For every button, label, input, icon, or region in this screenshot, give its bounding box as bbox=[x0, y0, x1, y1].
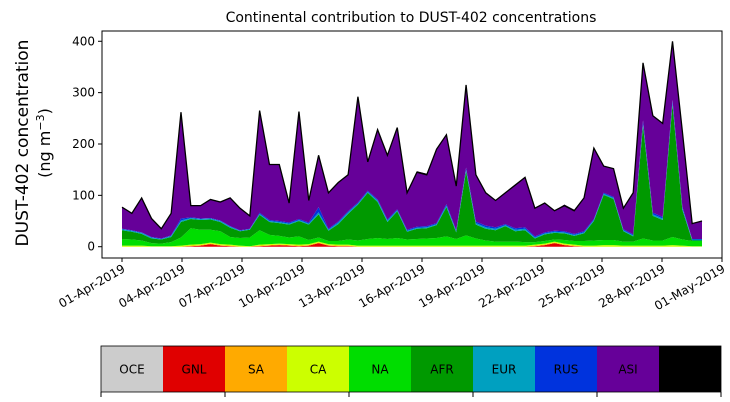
area-na bbox=[122, 228, 702, 247]
legend-label-rus: RUS bbox=[554, 363, 579, 377]
chart-title: Continental contribution to DUST-402 con… bbox=[226, 10, 597, 26]
legend-swatch-eur bbox=[473, 346, 535, 392]
legend-swatch-asi bbox=[597, 346, 659, 392]
area-sa bbox=[122, 242, 702, 247]
x-tick-label: 25-Apr-2019 bbox=[536, 261, 607, 310]
legend-swatch-oce bbox=[101, 346, 163, 392]
continent-colorbar-legend: OCE GNL SA CA NA AFR EUR RUS ASI AUS bbox=[100, 345, 722, 397]
legend-label-ca: CA bbox=[310, 363, 327, 377]
legend-swatch-rus bbox=[535, 346, 597, 392]
x-tick-label: 01-Apr-2019 bbox=[56, 261, 127, 310]
y-tick-label: 400 bbox=[72, 34, 95, 48]
x-tick-label: 04-Apr-2019 bbox=[116, 261, 187, 310]
legend-label-aus: AUS bbox=[678, 363, 703, 377]
x-tick-label: 10-Apr-2019 bbox=[236, 261, 307, 310]
legend-swatch-ca bbox=[287, 346, 349, 392]
area-asi bbox=[122, 41, 702, 239]
legend-label-afr: AFR bbox=[430, 363, 453, 377]
x-tick-label: 13-Apr-2019 bbox=[296, 261, 367, 310]
legend-label-eur: EUR bbox=[492, 363, 517, 377]
area-gnl bbox=[122, 243, 702, 247]
y-axis-label-unit-exponent: −3 bbox=[34, 114, 47, 130]
total-concentration-line bbox=[121, 41, 703, 230]
y-tick-label: 300 bbox=[72, 86, 95, 100]
y-axis-label-line2: (ng m−3) bbox=[34, 108, 54, 178]
legend-swatch-sa bbox=[225, 346, 287, 392]
x-tick-label: 22-Apr-2019 bbox=[476, 261, 547, 310]
y-tick-label: 0 bbox=[87, 240, 95, 254]
legend-label-na: NA bbox=[371, 363, 389, 377]
y-axis-label-unit-suffix: ) bbox=[35, 108, 54, 114]
legend-swatch-aus bbox=[659, 346, 721, 392]
y-tick-label: 100 bbox=[72, 188, 95, 202]
legend-frame bbox=[100, 345, 722, 393]
legend-swatch-na bbox=[349, 346, 411, 392]
legend-label-asi: ASI bbox=[618, 363, 637, 377]
area-ca bbox=[122, 241, 702, 247]
x-axis: 01-Apr-201904-Apr-201907-Apr-201910-Apr-… bbox=[56, 258, 728, 313]
y-axis-label-unit-prefix: (ng m bbox=[35, 131, 54, 178]
stacked-areas bbox=[122, 41, 702, 247]
legend-swatch-gnl bbox=[163, 346, 225, 392]
legend-label-sa: SA bbox=[248, 363, 265, 377]
y-axis: 0 100 200 300 400 bbox=[72, 34, 102, 254]
y-tick-label: 200 bbox=[72, 137, 95, 151]
area-afr bbox=[122, 104, 702, 244]
x-tick-label: 19-Apr-2019 bbox=[416, 261, 487, 310]
legend-swatch-afr bbox=[411, 346, 473, 392]
x-tick-label: 16-Apr-2019 bbox=[356, 261, 427, 310]
plot-frame bbox=[101, 30, 723, 259]
legend-label-gnl: GNL bbox=[182, 363, 207, 377]
y-axis-label-line1: DUST-402 concentration bbox=[13, 40, 33, 247]
x-tick-label: 07-Apr-2019 bbox=[176, 261, 247, 310]
legend-label-oce: OCE bbox=[119, 363, 144, 377]
